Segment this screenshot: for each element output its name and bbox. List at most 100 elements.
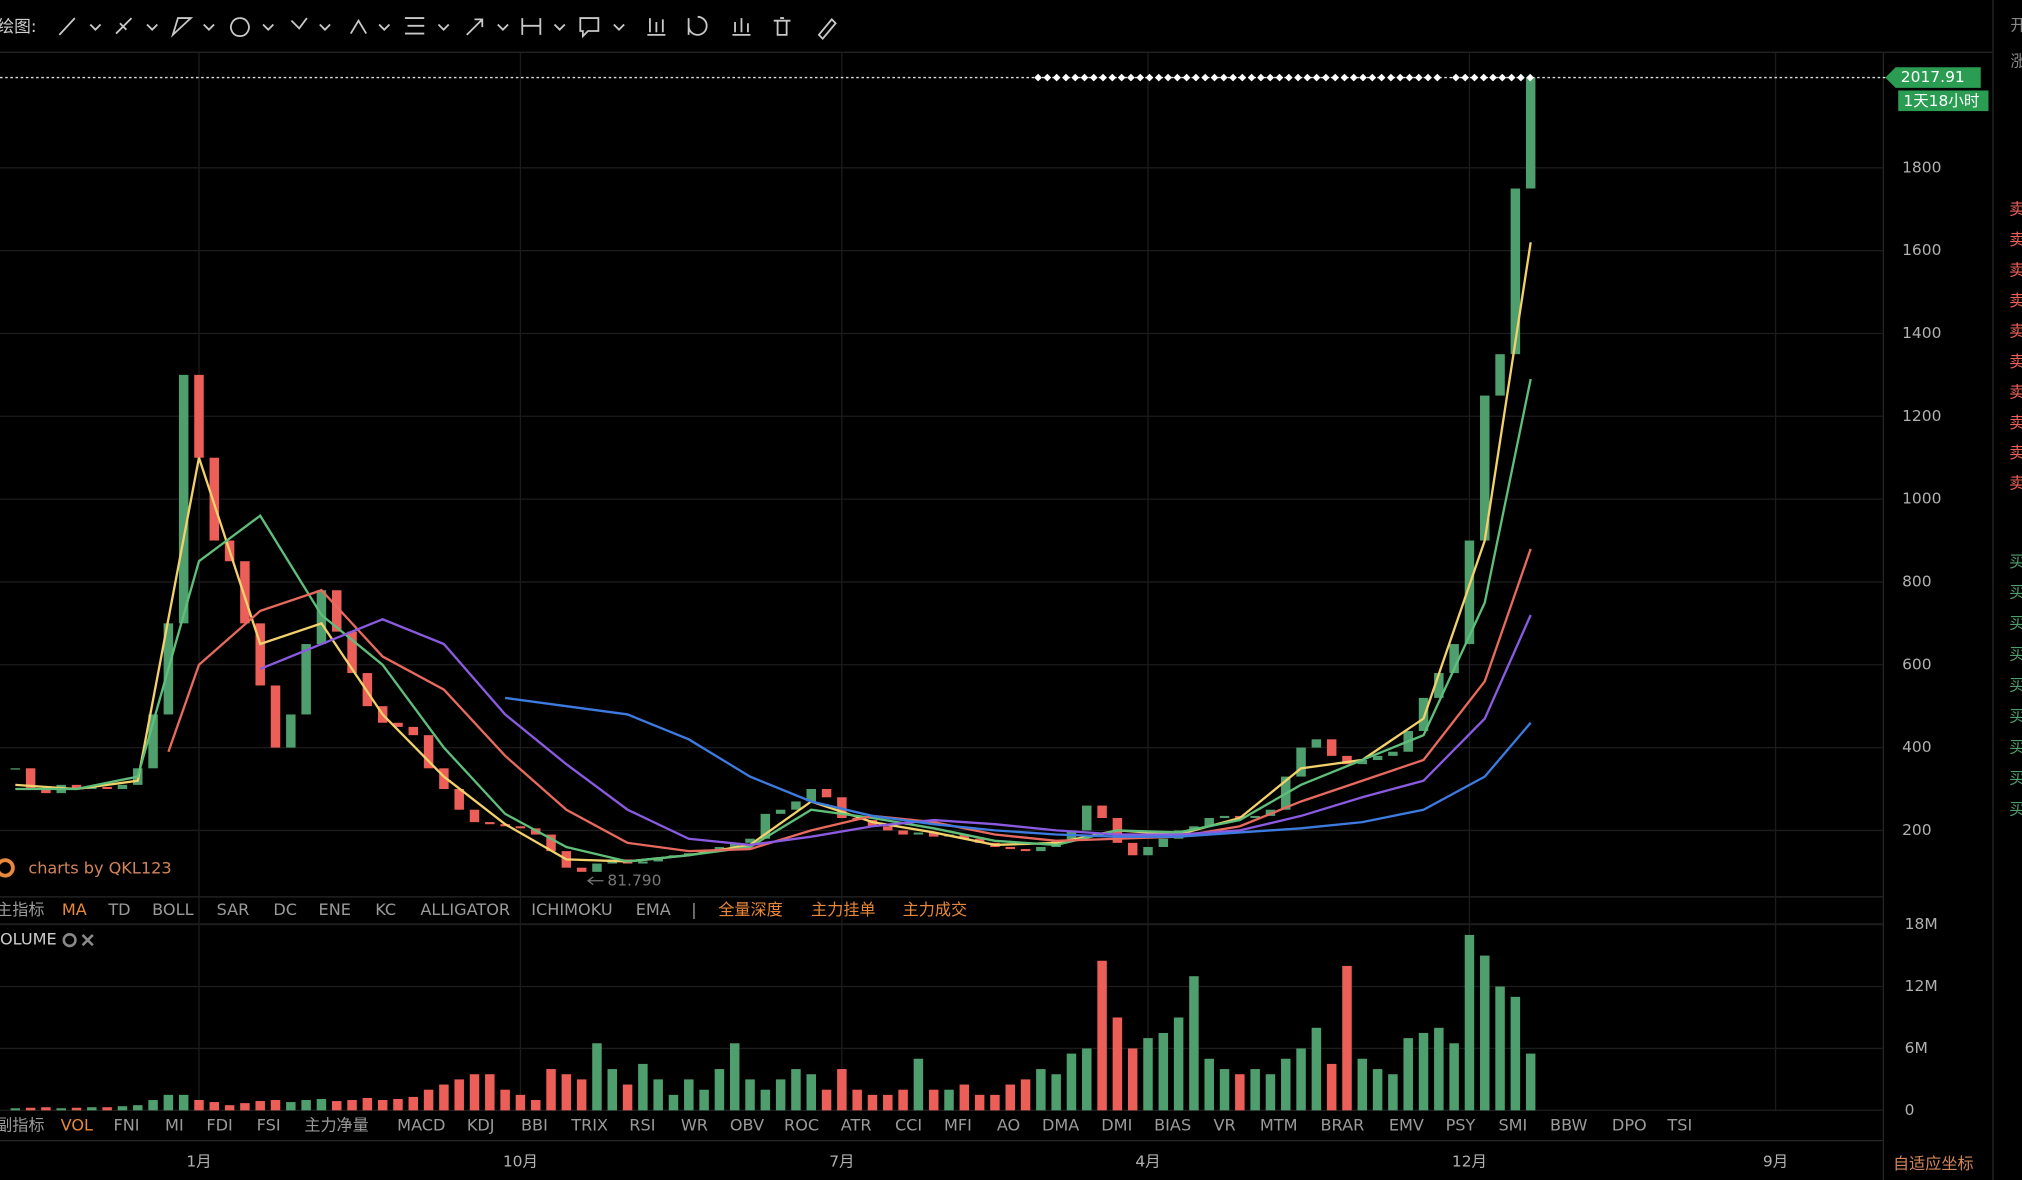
marker <box>1062 73 1070 82</box>
y-tick-label: 200 <box>1902 821 1932 839</box>
candle-body <box>791 801 801 810</box>
sub-indicator[interactable]: BIAS <box>1154 1115 1191 1134</box>
marker <box>1117 73 1126 82</box>
main-indicator[interactable]: KC <box>375 900 396 919</box>
volume-bar <box>1250 1069 1260 1111</box>
volume-bar <box>316 1098 327 1111</box>
main-indicator[interactable]: 主力成交 <box>903 900 967 919</box>
volume-bar <box>423 1089 434 1111</box>
volume-bar <box>821 1089 832 1111</box>
volume-bar <box>1189 976 1199 1111</box>
close-button[interactable] <box>81 934 94 947</box>
volume-bar <box>546 1069 556 1111</box>
marker <box>1034 73 1042 82</box>
main-indicator[interactable]: BOLL <box>152 900 193 919</box>
sub-indicator[interactable]: OBV <box>730 1115 764 1134</box>
marker <box>1182 73 1191 82</box>
volume-bar <box>439 1084 449 1111</box>
sub-indicator[interactable]: BBW <box>1550 1115 1588 1134</box>
last-price-label: 2017.91 <box>1901 68 1965 86</box>
sub-indicator[interactable]: TRIX <box>570 1115 608 1134</box>
y-tick-label: 800 <box>1902 572 1932 590</box>
sub-indicator[interactable]: FNI <box>113 1115 139 1134</box>
sub-indicator[interactable]: DPO <box>1612 1115 1647 1134</box>
sub-indicator[interactable]: WR <box>681 1115 708 1134</box>
sell-row: 卖 <box>2009 230 2022 249</box>
candle-body <box>10 768 21 770</box>
marker <box>1359 73 1367 82</box>
main-indicator[interactable]: TD <box>107 900 130 919</box>
volume-bar <box>1525 1053 1536 1111</box>
volume-bar <box>1265 1074 1276 1111</box>
candle-body <box>1036 846 1046 852</box>
volume-bar <box>1158 1032 1169 1111</box>
candle-body <box>729 842 740 847</box>
main-indicator[interactable]: DC <box>273 900 297 919</box>
volume-bar <box>1112 1017 1123 1111</box>
sub-indicator[interactable]: EMV <box>1389 1115 1424 1134</box>
sub-indicator[interactable]: VOL <box>61 1115 93 1134</box>
sub-indicator[interactable]: FSI <box>257 1115 281 1134</box>
sub-indicator[interactable]: 副指标 <box>0 1115 44 1134</box>
main-indicator[interactable]: EMA <box>636 900 671 919</box>
sub-indicator[interactable]: DMA <box>1042 1115 1079 1134</box>
sub-indicator[interactable]: KDJ <box>467 1115 495 1134</box>
main-indicator[interactable]: ICHIMOKU <box>531 900 612 919</box>
volume-bar <box>1418 1032 1429 1111</box>
candle-body <box>255 623 265 686</box>
marker <box>1154 73 1163 82</box>
sub-indicator[interactable]: VR <box>1213 1115 1235 1134</box>
sub-indicator[interactable]: MACD <box>397 1115 445 1134</box>
volume-bar <box>25 1107 36 1111</box>
sub-indicator[interactable]: MTM <box>1260 1115 1298 1134</box>
toolbar-icons[interactable] <box>58 15 837 41</box>
sub-indicator[interactable]: MFI <box>944 1115 972 1134</box>
main-indicator[interactable]: ALLIGATOR <box>420 900 510 919</box>
sub-indicator[interactable]: ATR <box>841 1115 872 1134</box>
volume-bar <box>56 1108 66 1111</box>
sub-indicator[interactable]: SMI <box>1498 1115 1527 1134</box>
sub-indicator[interactable]: CCI <box>895 1115 922 1134</box>
sub-indicator[interactable]: ROC <box>784 1115 819 1134</box>
sub-indicator[interactable]: BBI <box>521 1115 548 1134</box>
sub-indicator[interactable]: PSY <box>1446 1115 1476 1134</box>
volume-bar <box>684 1079 694 1111</box>
marker <box>1099 73 1107 82</box>
sub-indicator[interactable]: FDI <box>206 1115 232 1134</box>
marker <box>1247 73 1256 82</box>
sell-row: 卖 <box>2009 474 2022 493</box>
main-indicator[interactable]: SAR <box>217 900 250 919</box>
marker <box>1071 73 1080 82</box>
volume-bar <box>867 1094 878 1111</box>
marker <box>1507 73 1516 82</box>
main-indicator[interactable]: MA <box>62 900 87 919</box>
main-indicator[interactable]: 主指标 <box>0 900 44 919</box>
sub-indicator[interactable]: MI <box>165 1115 184 1134</box>
volume-bar <box>163 1094 174 1111</box>
volume-tick-label: 18M <box>1905 915 1938 933</box>
candle-body <box>194 374 204 458</box>
candle-body <box>362 673 373 707</box>
volume-bar <box>270 1100 281 1111</box>
volume-bar <box>1097 960 1107 1111</box>
moving-average-line <box>15 378 1532 863</box>
candle-body <box>913 832 924 835</box>
sub-indicator[interactable]: TSI <box>1666 1115 1692 1134</box>
main-indicator[interactable]: | <box>691 900 696 919</box>
main-indicator[interactable]: ENE <box>319 900 351 919</box>
sub-indicator[interactable]: DMI <box>1101 1115 1132 1134</box>
main-indicator[interactable]: 主力挂单 <box>811 900 875 919</box>
settings-button[interactable] <box>62 933 77 948</box>
scale-button[interactable]: 自适应坐标 <box>1893 1154 1974 1173</box>
sub-indicator[interactable]: BRAR <box>1320 1115 1364 1134</box>
volume-bar <box>515 1094 526 1111</box>
sell-row: 卖 <box>2009 200 2022 219</box>
buy-row: 买 <box>2009 799 2022 818</box>
sub-indicator[interactable]: 主力净量 <box>304 1115 368 1134</box>
main-indicator[interactable]: 全量深度 <box>718 900 782 919</box>
volume-bar <box>1082 1048 1092 1111</box>
candle-body <box>1480 395 1490 541</box>
sub-indicator[interactable]: AO <box>997 1115 1020 1134</box>
sub-indicator[interactable]: RSI <box>629 1115 655 1134</box>
volume-bar <box>775 1079 786 1111</box>
